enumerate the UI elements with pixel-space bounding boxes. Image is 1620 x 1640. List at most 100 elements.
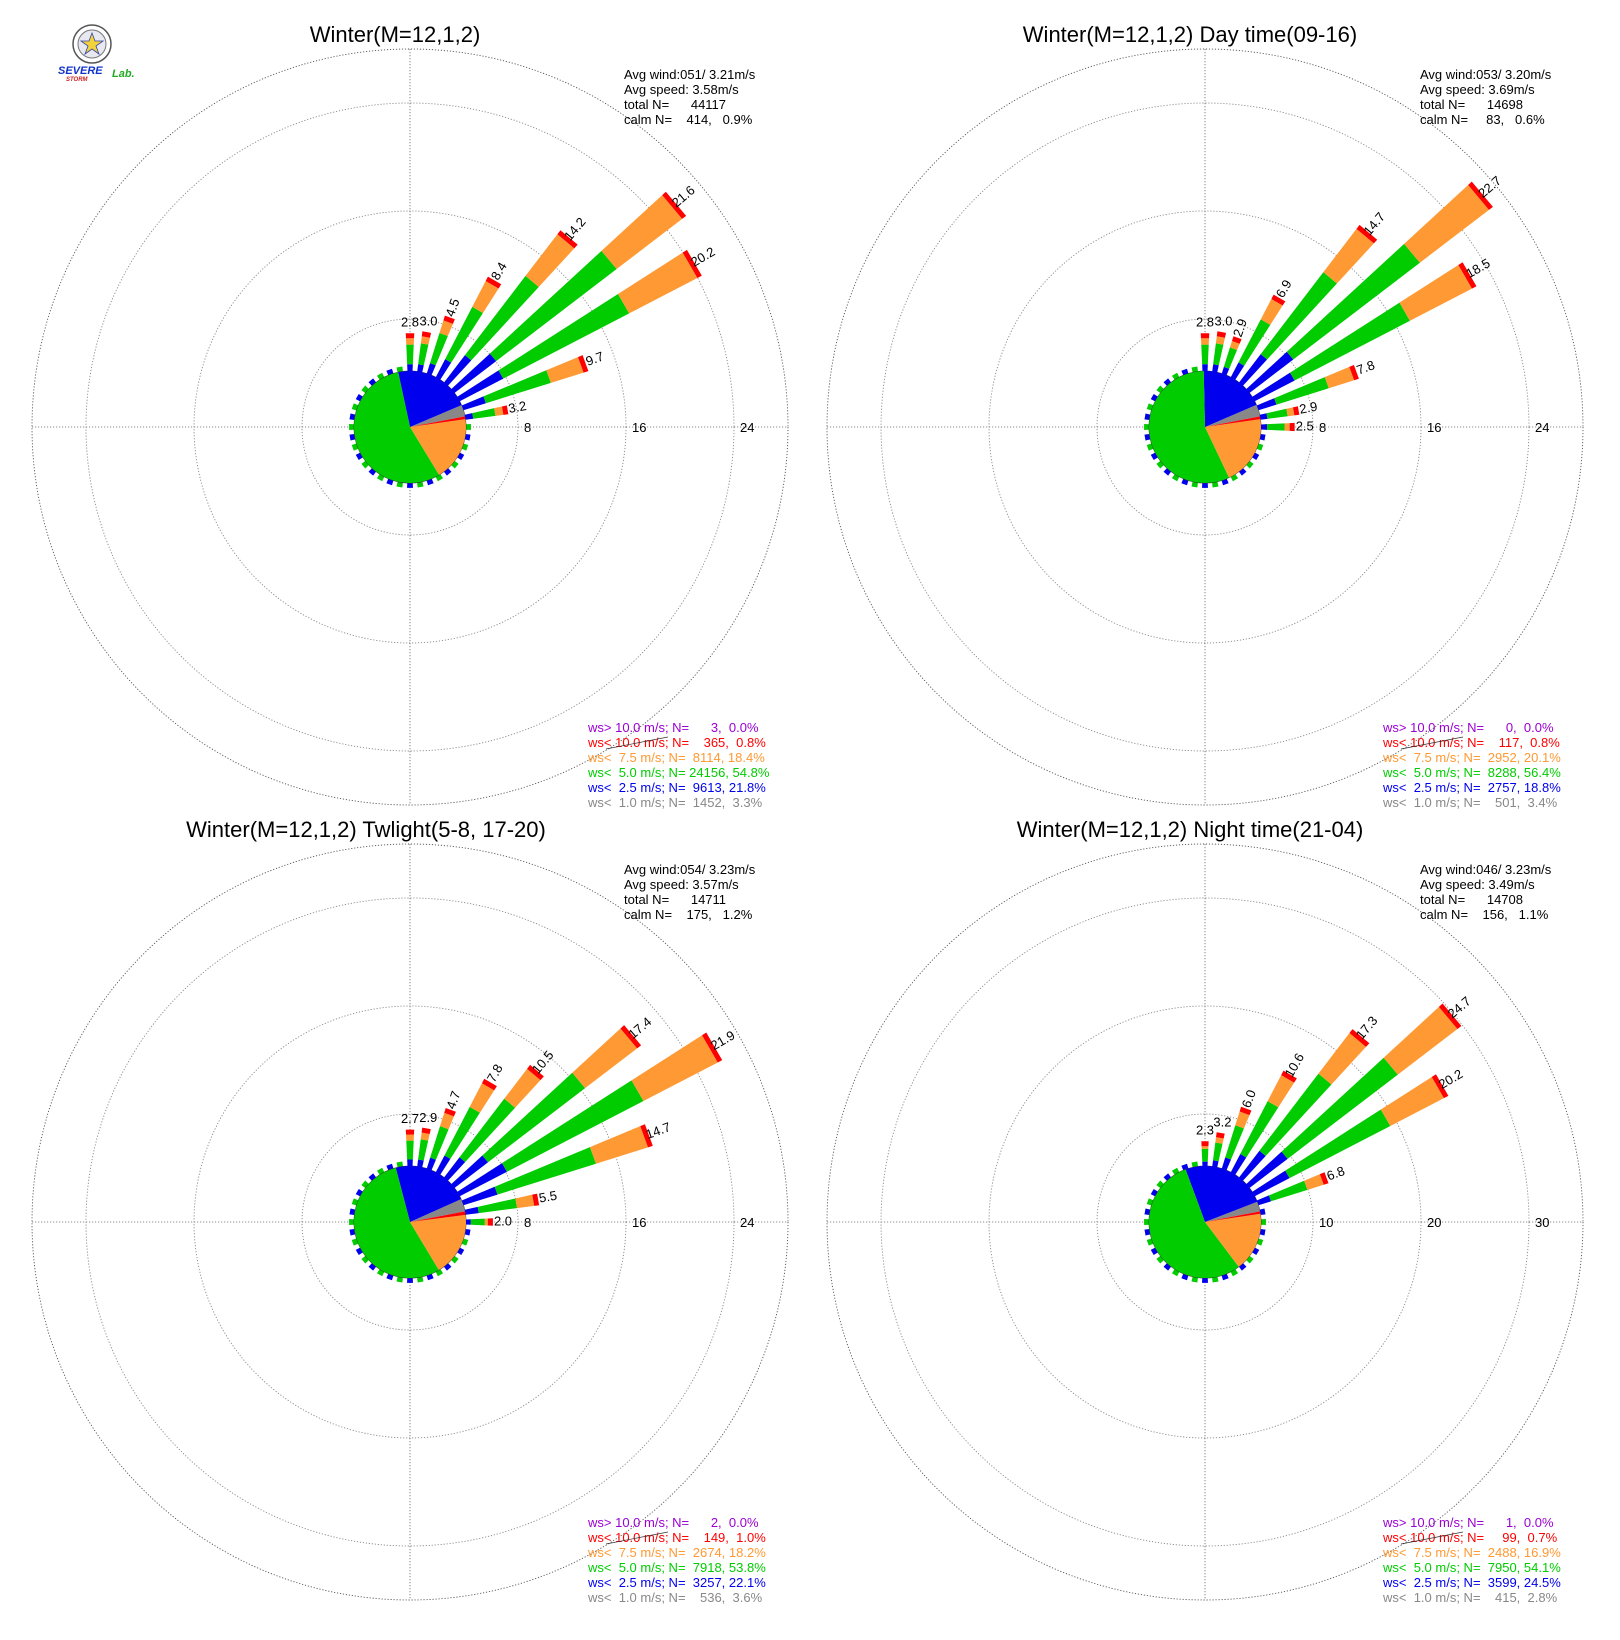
bar-segment-blue xyxy=(1202,364,1208,372)
bar-label-70: 9.7 xyxy=(584,349,606,369)
bar-label-80: 2.9 xyxy=(1298,399,1318,417)
bar-label-60: 21.9 xyxy=(708,1027,737,1053)
bar-segment-orange xyxy=(631,1035,718,1101)
hub-tick-220 xyxy=(368,1263,377,1271)
stats-line-4: calm N= 414, 0.9% xyxy=(624,112,753,127)
hub-tick-320 xyxy=(1163,378,1172,386)
pie-slice-red xyxy=(1205,1211,1261,1222)
bar-segment-orange xyxy=(1260,299,1283,325)
legend-entry-purple: ws> 10.0 m/s; N= 1, 0.0% xyxy=(1382,1515,1554,1530)
direction-bar-20: 2.9 xyxy=(1221,317,1250,376)
pie-slice-orange xyxy=(410,1214,466,1271)
bar-segment-orange xyxy=(572,1028,638,1089)
bar-segment-orange xyxy=(439,320,453,337)
hub-tick-180 xyxy=(1202,1277,1208,1283)
bar-segment-red xyxy=(1319,1172,1329,1185)
bar-segment-orange xyxy=(1229,340,1240,350)
hub-tick-190 xyxy=(1191,1276,1198,1283)
logo-text-severe: SEVERE xyxy=(58,65,103,77)
direction-bar-50: 24.7 xyxy=(1246,993,1474,1188)
chart-title: Winter(M=12,1,2) Day time(09-16) xyxy=(1023,22,1357,47)
ring-label-3: 24 xyxy=(740,1215,754,1230)
pie-slice-green xyxy=(1149,371,1230,483)
legend-entry-gray: ws< 1.0 m/s; N= 1452, 3.3% xyxy=(587,795,763,810)
bar-label-60: 20.2 xyxy=(688,244,717,270)
direction-bar-10: 3.2 xyxy=(1212,1114,1232,1168)
bar-segment-red xyxy=(532,1193,540,1206)
direction-bar-0: 2.7 xyxy=(401,1111,419,1167)
bar-segment-red xyxy=(1458,262,1477,289)
bar-segment-orange xyxy=(504,1068,541,1108)
bar-segment-red xyxy=(1231,336,1242,344)
hub-tick-180 xyxy=(1202,482,1208,488)
bar-segment-orange xyxy=(1284,423,1290,431)
direction-bar-40: 14.2 xyxy=(444,214,589,386)
legend-entry-gray: ws< 1.0 m/s; N= 415, 2.8% xyxy=(1382,1590,1558,1605)
bar-segment-orange xyxy=(546,357,584,383)
hub-tick-310 xyxy=(361,385,369,394)
hub-tick-350 xyxy=(396,366,403,373)
bar-segment-orange xyxy=(1304,1174,1324,1190)
bar-segment-blue xyxy=(1221,1157,1232,1171)
bar-segment-green xyxy=(430,332,448,366)
speed-pie xyxy=(353,371,466,484)
bar-segment-red xyxy=(682,249,702,279)
bar-segment-red xyxy=(662,191,687,219)
speed-pie xyxy=(354,1166,466,1279)
legend-entry-blue: ws< 2.5 m/s; N= 2757, 18.8% xyxy=(1382,780,1561,795)
hub-tick-140 xyxy=(1238,468,1247,476)
pie-slice-green xyxy=(1149,1169,1239,1278)
logo-text-lab: Lab. xyxy=(112,68,135,80)
legend-entry-purple: ws> 10.0 m/s; N= 0, 0.0% xyxy=(1382,720,1554,735)
stats-line-1: Avg wind:054/ 3.23m/s xyxy=(624,862,756,877)
pie-slice-gray xyxy=(1205,404,1260,427)
bar-segment-green xyxy=(1225,1125,1244,1160)
bar-segment-green xyxy=(1286,243,1420,360)
legend-entry-blue: ws< 2.5 m/s; N= 9613, 21.8% xyxy=(587,780,766,795)
bar-segment-green xyxy=(418,343,429,366)
stats-line-3: total N= 44117 xyxy=(624,97,726,112)
bar-segment-blue xyxy=(1202,1161,1208,1167)
ring-label-2: 20 xyxy=(1427,1215,1441,1230)
bar-segment-green xyxy=(1213,343,1224,366)
bar-segment-red xyxy=(1468,181,1493,210)
bar-segment-blue xyxy=(457,370,504,402)
bar-segment-red xyxy=(527,1064,544,1081)
speed-pie xyxy=(1149,371,1261,483)
hub-tick-260 xyxy=(1144,1229,1151,1236)
hub-tick-140 xyxy=(1238,1263,1247,1271)
legend-strike-line xyxy=(605,1531,669,1545)
hub-tick-310 xyxy=(1156,385,1164,394)
bar-segment-green xyxy=(406,1140,414,1160)
chart-title: Winter(M=12,1,2) Twlight(5-8, 17-20) xyxy=(186,817,546,842)
direction-bar-80: 2.9 xyxy=(1259,399,1319,420)
bar-segment-blue xyxy=(465,1219,471,1225)
bar-segment-red xyxy=(620,1025,642,1049)
bar-segment-red xyxy=(1201,1141,1209,1147)
bar-segment-green xyxy=(1290,302,1410,381)
hub-tick-280 xyxy=(1144,413,1151,420)
legend-entry-green: ws< 5.0 m/s; N= 7950, 54.1% xyxy=(1382,1560,1561,1575)
bar-segment-green xyxy=(1259,1073,1332,1157)
hub-tick-170 xyxy=(417,1276,424,1283)
direction-bar-40: 17.3 xyxy=(1239,1013,1381,1181)
bar-segment-orange xyxy=(406,1134,414,1141)
bar-segment-orange xyxy=(1318,1033,1366,1085)
bar-segment-red xyxy=(421,1127,431,1135)
stats-line-4: calm N= 156, 1.1% xyxy=(1420,907,1549,922)
speed-pie xyxy=(1149,1165,1261,1278)
bar-segment-green xyxy=(494,1147,596,1195)
direction-bar-50: 21.6 xyxy=(451,182,698,393)
bar-segment-red xyxy=(444,1108,456,1117)
bar-segment-green xyxy=(1223,347,1238,369)
outer-ring xyxy=(31,843,789,1601)
bar-label-70: 6.8 xyxy=(1325,1163,1347,1183)
bar-label-0: 2.3 xyxy=(1196,1123,1214,1138)
bar-segment-orange xyxy=(617,252,698,314)
direction-bar-70: 7.8 xyxy=(1256,357,1377,411)
bar-segment-red xyxy=(481,1078,497,1091)
legend-entry-blue: ws< 2.5 m/s; N= 3599, 24.5% xyxy=(1382,1575,1561,1590)
bar-segment-red xyxy=(1271,294,1286,306)
bar-segment-green xyxy=(430,1126,449,1160)
bar-label-10: 3.2 xyxy=(1213,1114,1231,1129)
